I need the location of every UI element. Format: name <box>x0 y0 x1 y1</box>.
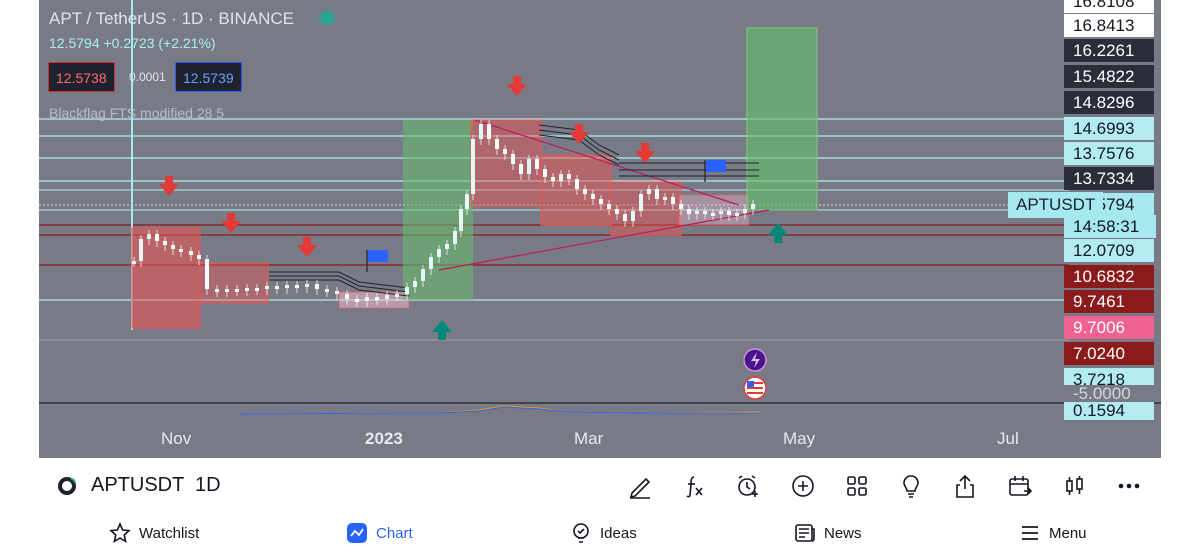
sell-arrows <box>159 76 655 257</box>
nav-menu[interactable]: Menu <box>1019 522 1087 544</box>
nav-menu-label: Menu <box>1049 524 1087 542</box>
bulb-icon <box>573 523 589 543</box>
star-icon <box>109 522 131 544</box>
share-icon[interactable] <box>951 472 979 500</box>
symbol-price-tag: APTUSDT <box>1008 192 1104 218</box>
flag-icon <box>366 160 726 272</box>
nav-watchlist-label: Watchlist <box>139 524 200 542</box>
buy-arrows <box>432 223 788 340</box>
toolbar-symbol[interactable]: APTUSDT <box>91 474 185 496</box>
nav-watchlist[interactable]: Watchlist <box>109 522 199 544</box>
price-axis-label: 9.7461 <box>1064 290 1154 313</box>
nav-chart[interactable]: Chart <box>346 522 413 544</box>
add-icon[interactable] <box>789 472 817 500</box>
time-axis-label: Nov <box>161 429 192 448</box>
chart-toolbar: APTUSDT 1D <box>39 458 1161 515</box>
time-axis-label: May <box>783 429 816 448</box>
replay-icon[interactable] <box>1006 472 1034 500</box>
indicator-legend[interactable]: Blackflag FTS modified 28 5 <box>49 105 225 121</box>
price-axis-label: 13.7334 <box>1064 167 1154 190</box>
news-icon <box>795 524 815 542</box>
draw-icon[interactable] <box>626 472 654 500</box>
chart-type-icon[interactable] <box>1061 472 1089 500</box>
nav-ideas-label: Ideas <box>600 524 637 542</box>
bottom-navigation: Watchlist Chart Ideas News Menu <box>39 514 1161 554</box>
buy-price-button[interactable]: 12.5739 <box>175 62 242 92</box>
indicators-icon[interactable] <box>680 472 708 500</box>
symbol-logo-icon <box>57 476 77 496</box>
trend-line <box>438 209 770 271</box>
layout-icon[interactable] <box>843 472 871 500</box>
nav-news[interactable]: News <box>794 522 862 544</box>
sell-price-button[interactable]: 12.5738 <box>48 62 115 92</box>
price-axis-label: 0.1594 <box>1064 402 1154 420</box>
chart-area[interactable]: APT / TetherUS · 1D · BINANCE 12.5794 +0… <box>39 0 1161 458</box>
price-axis-label: 15.4822 <box>1064 65 1154 88</box>
price-axis-label: 14.8296 <box>1064 91 1154 114</box>
time-axis-label: Jul <box>997 429 1019 448</box>
hamburger-icon <box>1022 526 1038 540</box>
price-axis-label: -5.0000 <box>1064 385 1154 403</box>
price-axis-label: 14.6993 <box>1064 117 1154 140</box>
time-axis-label: 2023 <box>365 429 403 448</box>
trend-line <box>474 119 740 206</box>
spread-value: 0.0001 <box>129 70 166 84</box>
nav-ideas[interactable]: Ideas <box>570 522 637 544</box>
alert-icon[interactable] <box>734 472 762 500</box>
symbol-title[interactable]: APT / TetherUS · 1D · BINANCE <box>49 9 294 28</box>
price-axis-label: 16.8413 <box>1064 14 1154 37</box>
price-axis-label: 14:58:31 <box>1064 215 1156 238</box>
price-axis-label: 7.0240 <box>1064 342 1154 365</box>
signal-zones <box>131 27 818 329</box>
chart-canvas[interactable] <box>39 0 1161 458</box>
more-icon[interactable] <box>1115 472 1143 500</box>
ribbon-lines <box>269 124 759 297</box>
chart-icon <box>347 523 367 543</box>
nav-chart-label: Chart <box>376 524 413 542</box>
price-axis-label: 12.0709 <box>1064 239 1154 262</box>
us-flag-event-icon[interactable] <box>743 376 767 400</box>
nav-news-label: News <box>824 524 862 542</box>
price-change: 12.5794 +0.2723 (+2.21%) <box>49 35 216 51</box>
toolbar-interval[interactable]: 1D <box>195 474 221 496</box>
lightning-event-icon[interactable] <box>743 348 767 372</box>
price-axis-label: 16.2261 <box>1064 39 1154 62</box>
ideas-bulb-icon[interactable] <box>897 472 925 500</box>
price-axis-label: 9.7006 <box>1064 316 1154 339</box>
candles <box>132 120 755 307</box>
price-axis-label: 16.8108 <box>1064 0 1154 13</box>
price-axis-label: 13.7576 <box>1064 142 1154 165</box>
price-axis-label: 10.6832 <box>1064 265 1154 288</box>
macd-signal <box>238 406 759 415</box>
time-axis-label: Mar <box>574 429 604 448</box>
market-open-dot <box>321 12 333 24</box>
